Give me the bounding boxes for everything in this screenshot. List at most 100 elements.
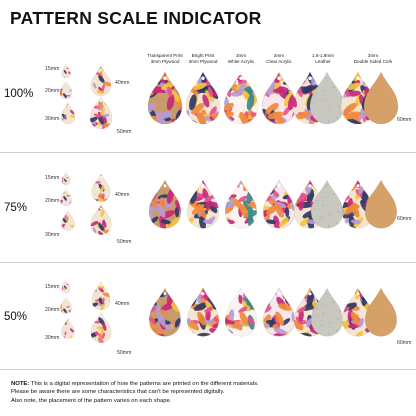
leaf-pattern-mark: [174, 183, 181, 188]
shape-outline: [61, 318, 75, 339]
leaf-pattern-mark: [92, 227, 97, 234]
shape-background: [60, 297, 72, 314]
leaf-pattern-mark: [212, 322, 219, 329]
leaf-pattern-mark: [98, 75, 105, 84]
leaf-pattern-mark: [350, 203, 360, 218]
leaf-pattern-mark: [177, 181, 181, 192]
leaf-pattern-mark: [175, 110, 182, 121]
size-label-50mm: 50mm: [117, 350, 132, 356]
size-drop-20mm: [60, 81, 72, 99]
size-label-20mm: 20mm: [45, 88, 60, 94]
shape-outline: [224, 179, 258, 229]
leather-texture-dot: [341, 83, 344, 86]
leaf-pattern-mark: [211, 72, 220, 83]
leather-texture-dot: [336, 222, 338, 224]
leaf-pattern-mark: [202, 288, 209, 301]
leaf-pattern-mark: [350, 219, 361, 225]
leather-texture-dot: [339, 202, 341, 204]
leather-texture-dot: [337, 318, 339, 321]
leather-texture-dot: [322, 312, 324, 315]
leaf-pattern-mark: [250, 112, 258, 119]
shape-outline: [262, 287, 296, 337]
leaf-pattern-mark: [294, 180, 300, 188]
earring-hole: [163, 292, 167, 296]
leaf-pattern-mark: [156, 203, 166, 218]
note-line2: Please be aware there are some character…: [11, 389, 225, 396]
leather-texture-dot: [336, 330, 338, 332]
leaf-pattern-mark: [342, 207, 344, 218]
leaf-pattern-mark: [263, 180, 271, 192]
leaf-pattern-mark: [225, 186, 229, 196]
leaf-pattern-mark: [68, 189, 72, 192]
leaf-pattern-mark: [248, 72, 256, 85]
leather-texture-dot: [336, 117, 339, 119]
leather-texture-dot: [319, 72, 321, 74]
leaf-pattern-mark: [297, 306, 307, 313]
leaf-pattern-mark: [66, 67, 70, 70]
scale-label-100: 100%: [4, 88, 34, 100]
shape-outline: [61, 279, 71, 294]
leaf-pattern-mark: [197, 203, 206, 218]
leaf-pattern-mark: [173, 288, 181, 301]
size-label-15mm: 15mm: [45, 66, 60, 72]
leaf-pattern-mark: [60, 91, 63, 96]
leaf-pattern-mark: [290, 288, 295, 299]
leaf-pattern-mark: [69, 115, 75, 118]
leaf-pattern-mark: [69, 224, 75, 228]
leaf-pattern-mark: [238, 293, 243, 304]
leaf-pattern-mark: [96, 285, 105, 289]
leaf-pattern-mark: [239, 311, 249, 326]
size-drop-20mm: [60, 189, 72, 206]
leaf-pattern-mark: [225, 296, 229, 306]
earring-hole: [65, 280, 67, 283]
leaf-pattern-mark: [242, 200, 254, 214]
leaf-pattern-mark: [68, 172, 71, 174]
leaf-pattern-mark: [197, 293, 202, 304]
leaf-pattern-mark: [61, 117, 65, 121]
earring-hole: [356, 76, 360, 80]
leaf-pattern-mark: [281, 318, 291, 326]
leaf-pattern-mark: [148, 72, 162, 79]
leaf-pattern-mark: [213, 316, 219, 325]
leaf-pattern-mark: [61, 104, 65, 108]
shape-outline: [185, 71, 221, 125]
leaf-pattern-mark: [306, 291, 314, 306]
leaf-pattern-mark: [345, 111, 362, 120]
leaf-pattern-mark: [149, 294, 153, 310]
shape-outline: [186, 287, 220, 337]
leaf-pattern-mark: [170, 217, 180, 228]
leaf-pattern-mark: [250, 288, 257, 300]
earring-hole: [65, 172, 67, 175]
leaf-pattern-mark: [225, 288, 235, 297]
leather-texture-dot: [311, 180, 312, 181]
shape-outline: [60, 296, 72, 314]
size-label-50mm: 50mm: [117, 239, 132, 245]
leaf-pattern-mark: [176, 180, 181, 192]
earring-hole: [239, 184, 243, 188]
leaf-pattern-mark: [242, 300, 251, 312]
shape-outline: [223, 71, 259, 125]
size-label-15mm: 15mm: [45, 175, 60, 181]
leaf-pattern-mark: [208, 292, 218, 298]
shape-outline: [364, 287, 398, 337]
material-line2: 3mm Plywood: [188, 58, 218, 64]
material-line1: 3mm: [235, 53, 247, 58]
leaf-pattern-mark: [212, 180, 219, 187]
material-line1: 3mm: [367, 53, 379, 58]
leaf-pattern-mark: [353, 331, 364, 337]
leaf-pattern-mark: [189, 183, 200, 188]
leaf-pattern-mark: [189, 94, 197, 111]
leaf-pattern-mark: [358, 110, 365, 121]
shape-outline: [309, 71, 345, 125]
leaf-pattern-mark: [247, 72, 258, 79]
leaf-pattern-mark: [187, 331, 195, 337]
leather-texture-dot: [337, 210, 339, 213]
material-line2: Leather: [315, 58, 331, 64]
shape-outline: [61, 63, 71, 79]
earring-hole: [163, 76, 167, 80]
leather-texture-dot: [333, 290, 336, 292]
leaf-pattern-mark: [160, 219, 171, 225]
leaf-pattern-mark: [225, 185, 228, 195]
material-line1: 3mm: [273, 53, 285, 58]
shape-outline: [261, 71, 297, 125]
